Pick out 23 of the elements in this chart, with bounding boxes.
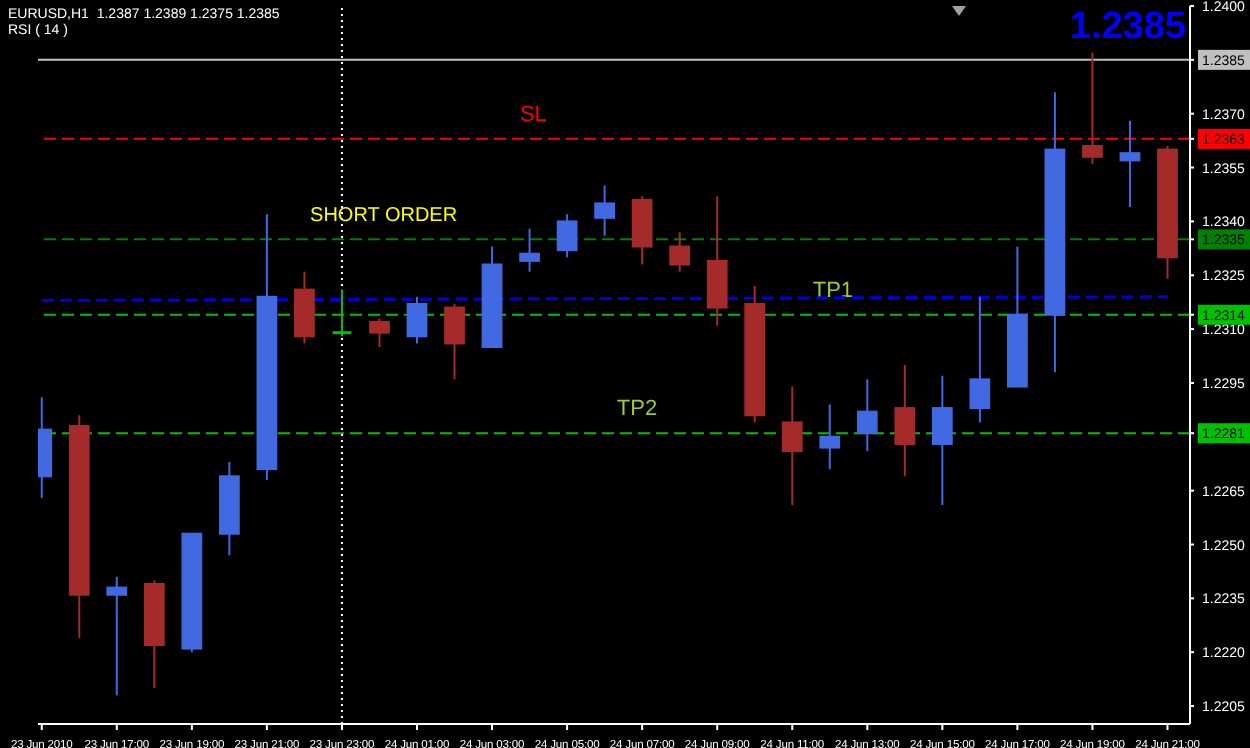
candlestick — [369, 317, 390, 349]
candlestick — [894, 364, 916, 478]
ref-line-label: SHORT ORDER — [310, 205, 458, 228]
candlestick — [969, 295, 991, 424]
candlestick — [519, 227, 540, 273]
candlestick — [931, 374, 953, 507]
candlestick — [856, 378, 878, 453]
ref-line-label: TP2 — [616, 397, 658, 422]
candlestick — [294, 270, 315, 345]
candlestick — [1082, 51, 1103, 165]
candlestick — [106, 575, 128, 697]
ref-line-label: SL — [519, 102, 547, 127]
candlestick — [1119, 119, 1141, 209]
annotation: 1.2385 — [1069, 6, 1186, 50]
candlestick — [631, 195, 653, 266]
candlestick — [781, 385, 803, 507]
candlestick — [594, 184, 615, 237]
candlestick — [556, 213, 578, 259]
candlestick — [444, 302, 465, 381]
candlestick — [706, 195, 728, 327]
candlestick — [819, 403, 841, 471]
candlestick — [669, 231, 691, 273]
candlestick — [406, 295, 428, 345]
